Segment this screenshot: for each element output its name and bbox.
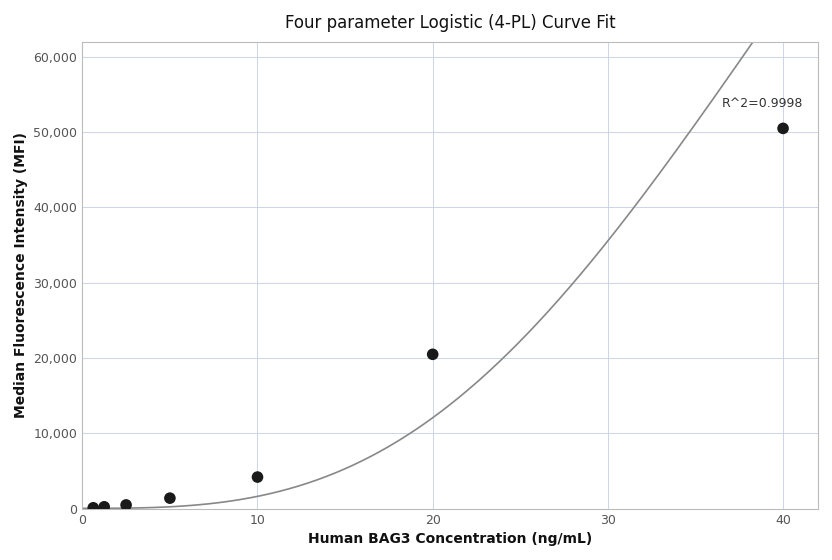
Point: [163, 494, 176, 503]
Point: [97, 502, 111, 511]
Point: [250, 473, 264, 482]
Point: [776, 124, 790, 133]
Point: [120, 501, 133, 510]
Point: [426, 350, 439, 359]
Text: R^2=0.9998: R^2=0.9998: [721, 96, 803, 110]
Y-axis label: Median Fluorescence Intensity (MFI): Median Fluorescence Intensity (MFI): [14, 132, 28, 418]
X-axis label: Human BAG3 Concentration (ng/mL): Human BAG3 Concentration (ng/mL): [308, 532, 592, 546]
Title: Four parameter Logistic (4-PL) Curve Fit: Four parameter Logistic (4-PL) Curve Fit: [285, 14, 616, 32]
Point: [87, 503, 100, 512]
